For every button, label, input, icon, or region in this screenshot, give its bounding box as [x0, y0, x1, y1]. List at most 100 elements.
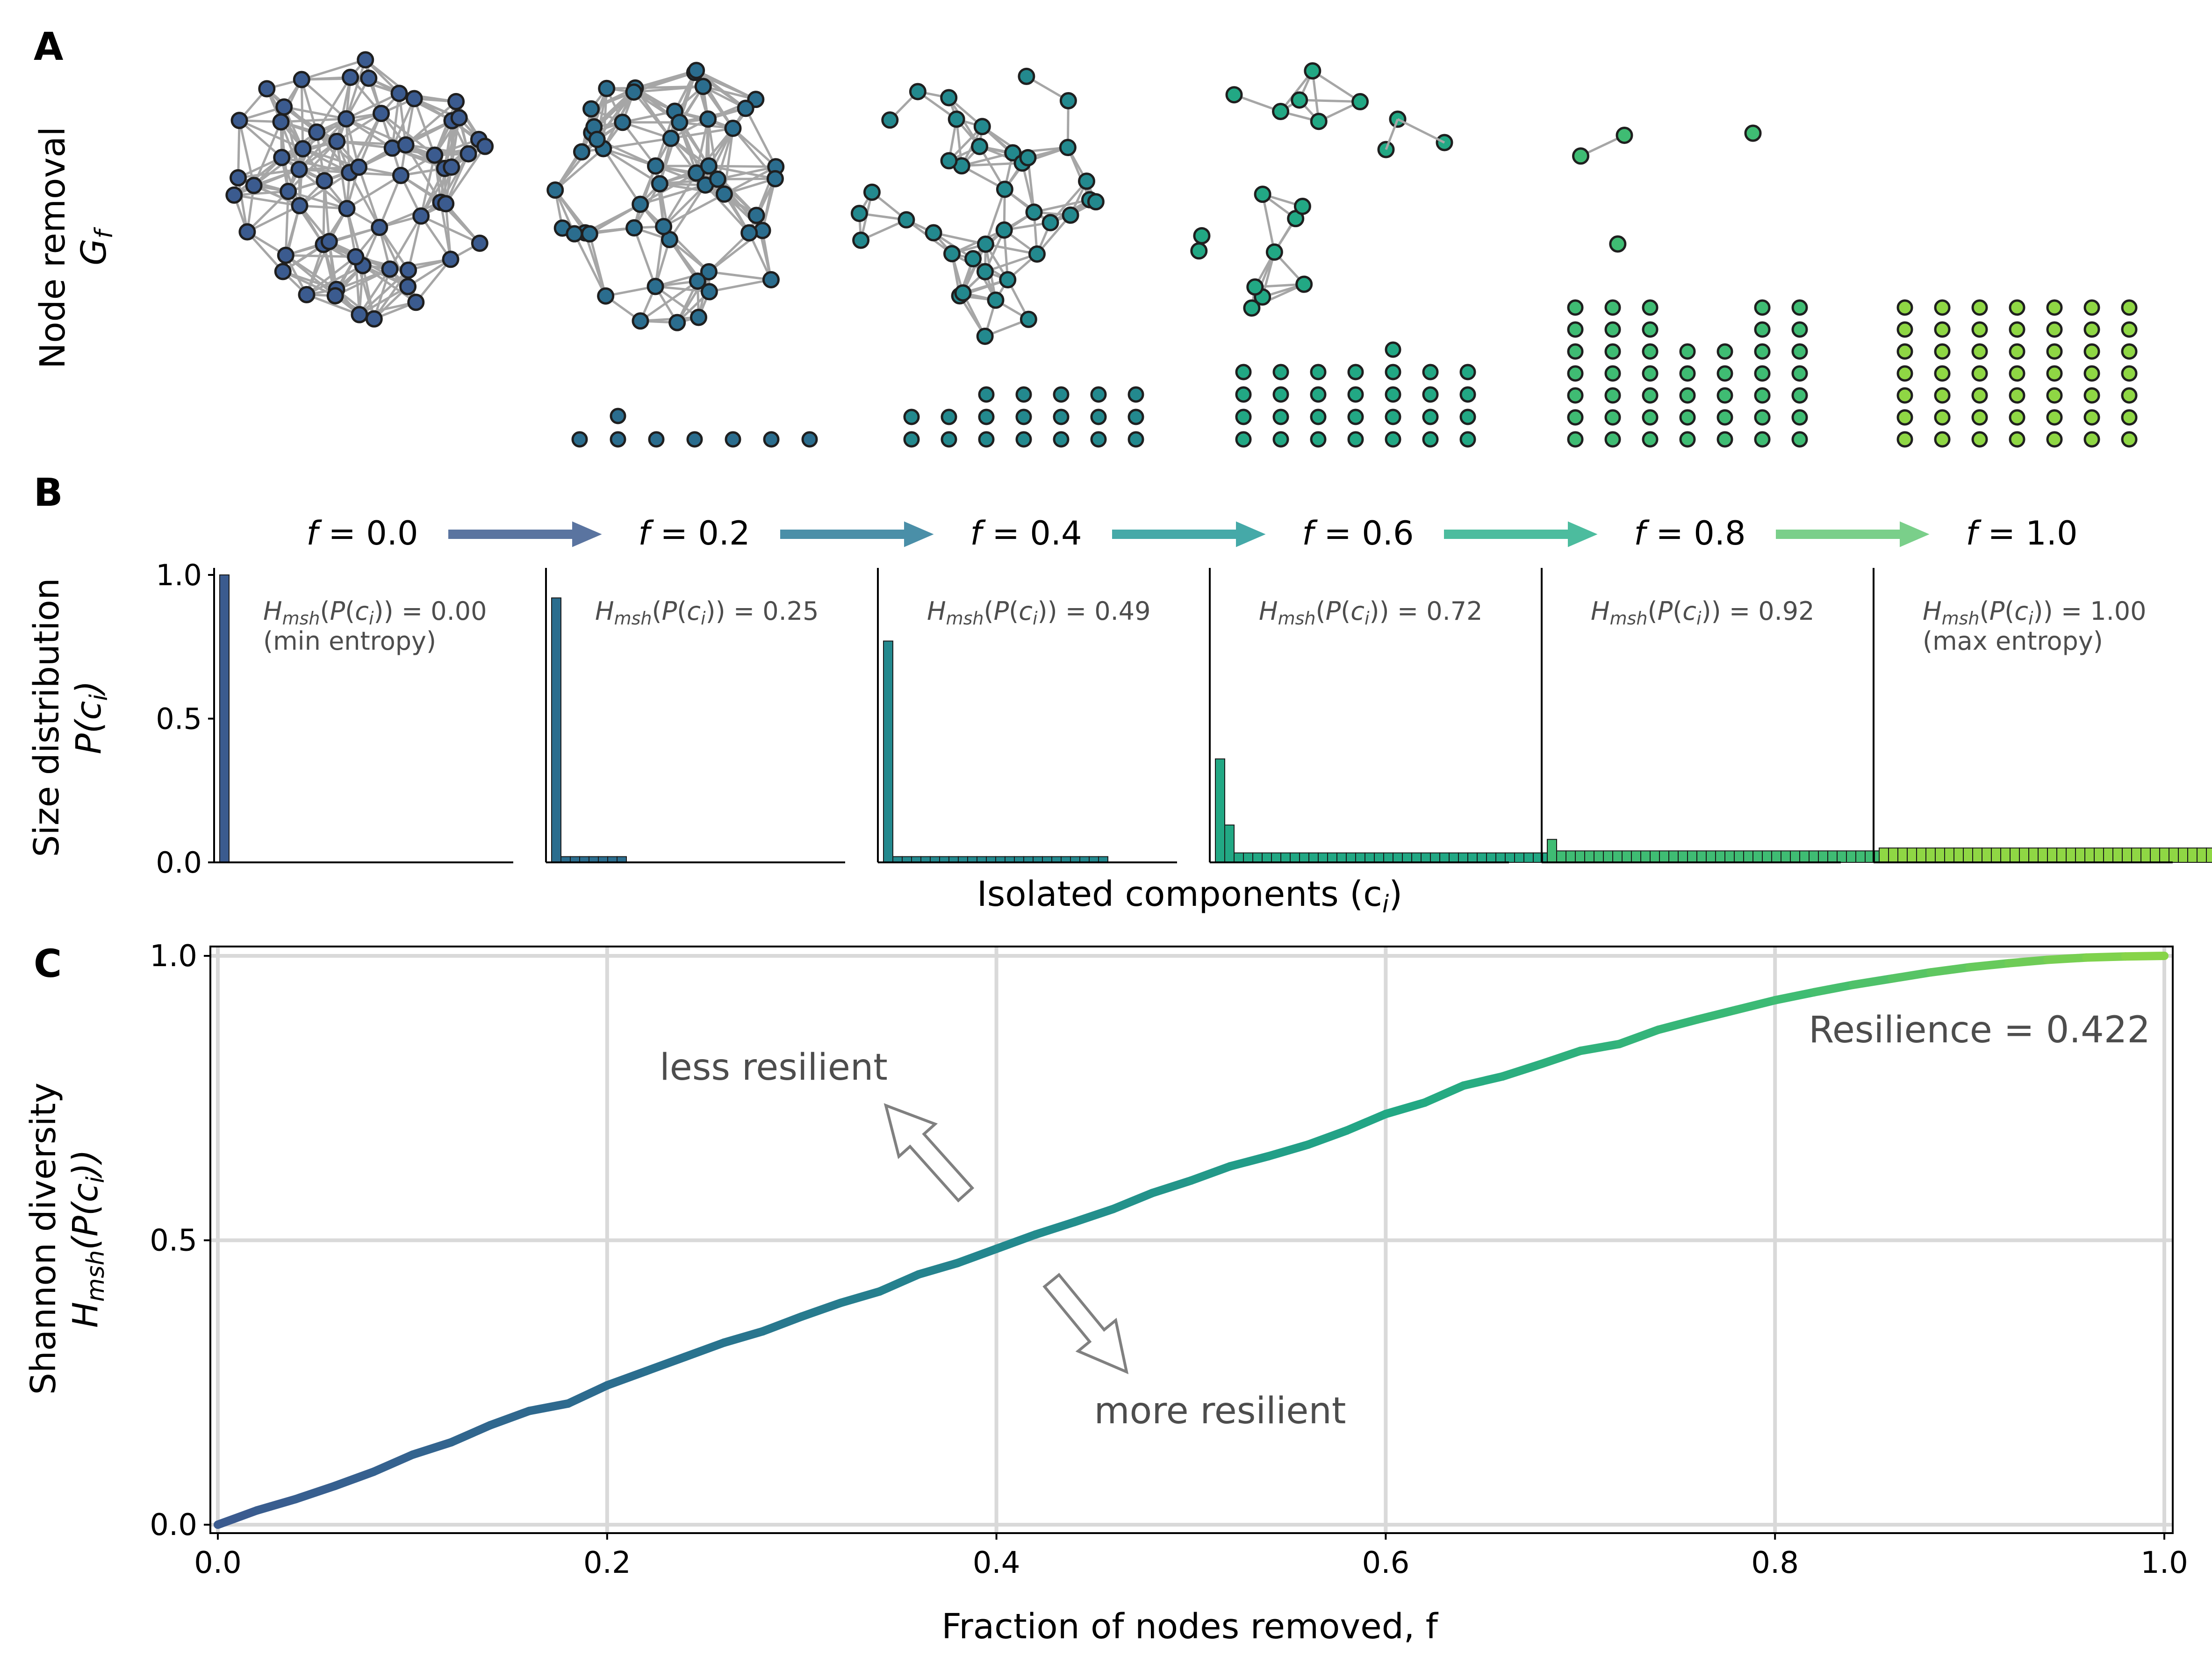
isolated-nodes-3 — [1235, 341, 1476, 448]
histogram-bar — [1855, 850, 1866, 863]
series-segment — [1848, 974, 1896, 990]
isolated-node — [2009, 409, 2025, 426]
network-node — [863, 183, 881, 201]
network-node — [940, 152, 958, 170]
network-node — [460, 145, 477, 163]
entropy-paren2: ( — [1673, 596, 1682, 626]
network-edge — [284, 191, 290, 256]
network-edge — [306, 294, 360, 316]
isolated-node — [686, 431, 703, 448]
series-segment — [992, 1230, 1040, 1253]
histogram-bar — [1411, 852, 1422, 863]
isolated-node — [941, 409, 957, 425]
network-node — [1019, 149, 1037, 166]
network-edge — [234, 190, 288, 196]
isolated-node — [2121, 321, 2138, 338]
network-node — [397, 136, 415, 154]
network-edge — [588, 233, 607, 296]
entropy-paren: ( — [320, 596, 330, 626]
network-drawings — [225, 51, 2138, 448]
network-edge — [696, 69, 756, 100]
isolated-node — [610, 431, 626, 448]
histogram-bar — [1252, 852, 1263, 863]
histogram-bar — [1790, 850, 1800, 863]
network-node — [948, 110, 965, 128]
histogram-bar — [2206, 847, 2212, 863]
network-edge — [420, 215, 452, 260]
isolated-node — [1053, 409, 1070, 425]
network-node — [987, 291, 1005, 309]
network-node — [1243, 299, 1261, 317]
entropy-p: P — [662, 596, 677, 626]
histogram-bar — [1818, 850, 1828, 863]
entropy-value: )) = 1.00 — [2033, 596, 2147, 626]
isolated-node — [571, 431, 588, 448]
histogram-bar — [1799, 850, 1810, 863]
histogram-bar — [1715, 850, 1725, 863]
histogram-panel-5: Hmsh(P(ci)) = 1.00(max entropy) — [1873, 568, 2212, 863]
histogram-bar — [1430, 852, 1440, 863]
network-node — [442, 251, 460, 268]
isolated-node — [1235, 431, 1252, 448]
network-edge — [633, 227, 657, 287]
isolated-node — [978, 431, 995, 448]
histogram-bar — [1243, 852, 1253, 863]
network-edge — [659, 182, 725, 195]
network-node — [700, 263, 718, 280]
histogram-bar — [1734, 850, 1744, 863]
network-edge — [984, 253, 1038, 273]
isolated-node — [2046, 387, 2063, 404]
network-node — [238, 223, 256, 241]
histogram-bar — [1762, 850, 1772, 863]
entropy-h: H — [1591, 596, 1610, 626]
histogram-bar — [2010, 847, 2020, 863]
network-edge — [1034, 198, 1090, 214]
isolated-node — [1235, 386, 1252, 403]
network-edge — [633, 69, 697, 93]
series-segment — [1303, 1126, 1351, 1149]
histogram-bar — [1594, 850, 1604, 863]
histogram-bar — [2019, 847, 2029, 863]
isolated-node — [2083, 343, 2100, 360]
network-node — [737, 100, 754, 117]
isolated-node — [1272, 431, 1289, 448]
entropy-c: c — [1019, 596, 1033, 626]
isolated-node — [2121, 431, 2138, 448]
x-tick-label: 0.8 — [1751, 1546, 1799, 1580]
network-edge — [329, 226, 380, 243]
network-edge — [237, 120, 241, 178]
histogram-bar — [1678, 850, 1688, 863]
network-node — [230, 169, 247, 186]
network-node — [1018, 67, 1035, 85]
network-node — [294, 140, 312, 158]
histogram-bar — [1879, 847, 1889, 863]
isolated-node — [1422, 431, 1439, 448]
network-node — [655, 218, 673, 236]
isolated-node — [1791, 387, 1808, 404]
network-node — [447, 93, 465, 110]
entropy-csub: i — [701, 608, 706, 629]
series-segment — [330, 1467, 378, 1491]
entropy-label: Hmsh(P(ci)) = 0.92 — [1591, 596, 1814, 629]
entropy-c: c — [355, 596, 369, 626]
histogram-bar — [1547, 839, 1557, 863]
histogram-bar — [1603, 850, 1613, 863]
isolated-node — [903, 431, 920, 448]
isolated-node — [1896, 409, 1913, 426]
isolated-node — [1642, 431, 1659, 448]
network-edge — [723, 128, 734, 194]
entropy-paren: ( — [984, 596, 994, 626]
network-node — [700, 157, 718, 175]
network-edge — [639, 280, 698, 322]
network-graph-3 — [1190, 62, 1369, 317]
histogram-bar — [551, 597, 561, 863]
network-node — [1293, 197, 1311, 215]
isolated-node — [1934, 343, 1951, 360]
isolated-node — [1716, 409, 1733, 426]
isolated-node — [1272, 409, 1289, 425]
network-node — [350, 158, 368, 176]
series-segment — [2043, 953, 2091, 964]
histogram-bar — [1224, 825, 1235, 863]
network-edge — [1049, 180, 1088, 223]
network-node — [1246, 278, 1264, 296]
